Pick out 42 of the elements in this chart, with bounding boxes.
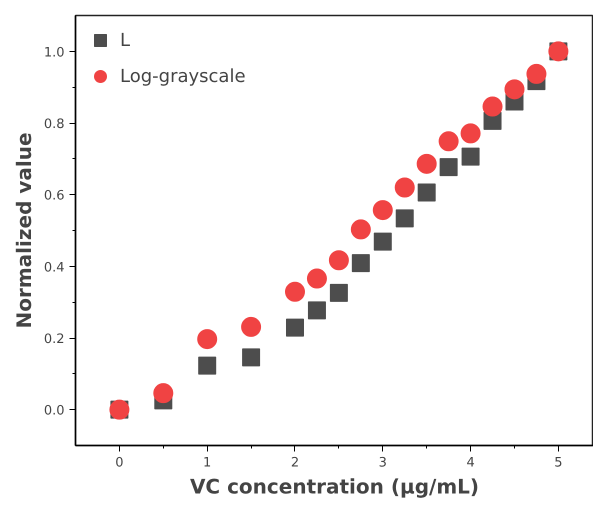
x-tick-label: 2 bbox=[290, 456, 300, 470]
point bbox=[526, 64, 546, 84]
point bbox=[482, 96, 503, 116]
point bbox=[396, 209, 414, 228]
point bbox=[462, 148, 480, 166]
point bbox=[286, 318, 304, 337]
point bbox=[308, 301, 326, 320]
point bbox=[372, 200, 393, 220]
point bbox=[350, 219, 371, 240]
point bbox=[284, 282, 305, 302]
point bbox=[438, 131, 459, 152]
y-tick-label: 1.0 bbox=[44, 45, 65, 60]
point bbox=[153, 383, 174, 404]
y-tick-label: 0.8 bbox=[44, 117, 65, 132]
point bbox=[460, 123, 481, 144]
legend-label: Log-grayscale bbox=[120, 66, 246, 86]
point bbox=[504, 79, 524, 100]
point bbox=[394, 178, 415, 198]
point bbox=[198, 356, 216, 375]
y-tick-label: 0.2 bbox=[44, 332, 65, 347]
y-axis-title: Normalized value bbox=[12, 132, 36, 329]
point bbox=[374, 232, 392, 251]
point bbox=[328, 250, 349, 270]
point bbox=[418, 184, 436, 202]
x-tick-label: 0 bbox=[115, 456, 124, 470]
point bbox=[242, 348, 260, 366]
x-axis-title: VC concentration (μg/mL) bbox=[190, 474, 480, 498]
y-tick-label: 0.4 bbox=[44, 260, 65, 276]
point bbox=[306, 268, 327, 288]
x-tick-label: 5 bbox=[554, 456, 563, 470]
x-tick-label: 1 bbox=[203, 456, 212, 470]
point bbox=[352, 254, 370, 272]
point bbox=[241, 316, 262, 337]
x-tick-label: 3 bbox=[378, 456, 387, 470]
y-tick-label: 0.0 bbox=[44, 404, 65, 419]
point bbox=[440, 158, 458, 176]
legend-label: L bbox=[120, 30, 132, 50]
point bbox=[416, 154, 437, 174]
y-tick-label: 0.6 bbox=[44, 188, 65, 204]
x-tick-label: 4 bbox=[466, 456, 475, 470]
point bbox=[330, 284, 348, 302]
point bbox=[197, 329, 218, 350]
